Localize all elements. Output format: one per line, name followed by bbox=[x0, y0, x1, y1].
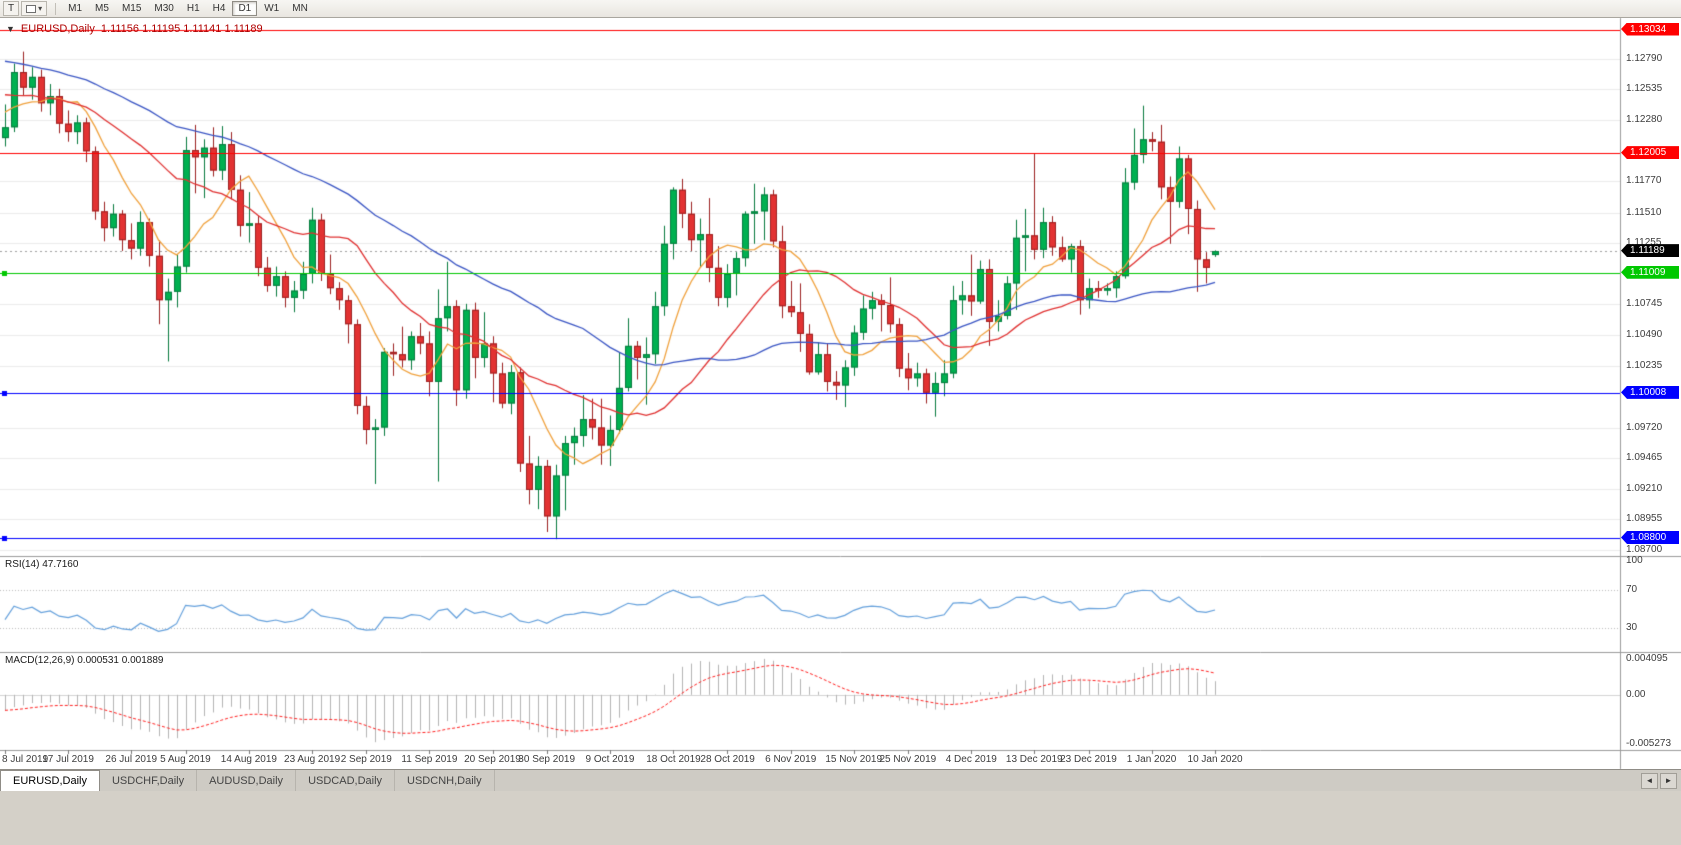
chart-symbol-label: EURUSD,Daily bbox=[20, 23, 95, 35]
toolbar-separator bbox=[55, 2, 57, 15]
text-tool-label: T bbox=[8, 3, 15, 14]
timeframe-h1[interactable]: H1 bbox=[186, 3, 200, 14]
symbol-tab-bar: EURUSD,Daily USDCHF,Daily AUDUSD,Daily USDC… bbox=[0, 769, 1681, 791]
chart-ohlc-values: 1.11156 1.11195 1.11141 1.11189 bbox=[100, 23, 263, 35]
tab-usdcnh-daily[interactable]: USDCNH,Daily bbox=[395, 770, 495, 791]
tab-scroll-controls: ◄ ► bbox=[1641, 770, 1681, 791]
tab-eurusd-daily[interactable]: EURUSD,Daily bbox=[0, 770, 100, 791]
tab-scroll-right-button[interactable]: ► bbox=[1660, 772, 1677, 789]
chart-objects-button[interactable]: ▾ bbox=[21, 1, 48, 16]
timeframe-m15[interactable]: M15 bbox=[121, 3, 142, 14]
timeframe-d1[interactable]: D1 bbox=[232, 1, 258, 16]
objects-icon bbox=[26, 4, 37, 13]
timeframe-m5[interactable]: M5 bbox=[95, 3, 109, 14]
tab-audusd-daily[interactable]: AUDUSD,Daily bbox=[197, 770, 297, 791]
timeframe-m30[interactable]: M30 bbox=[154, 3, 174, 14]
rsi-indicator-label: RSI(14) 47.7160 bbox=[5, 559, 79, 570]
chevron-down-icon: ▾ bbox=[38, 4, 43, 13]
timeframe-group: M1 M5 M15 M30 H1 H4 D1 W1 MN bbox=[62, 1, 315, 16]
toolbar: T ▾ M1 M5 M15 M30 H1 H4 D1 W1 MN bbox=[0, 0, 1681, 18]
tab-usdchf-daily[interactable]: USDCHF,Daily bbox=[100, 770, 198, 791]
chart-title: ▼ EURUSD,Daily 1.11156 1.11195 1.11141 1… bbox=[6, 23, 263, 35]
timeframe-w1[interactable]: W1 bbox=[264, 3, 280, 14]
tab-scroll-left-button[interactable]: ◄ bbox=[1641, 772, 1658, 789]
tab-usdcad-daily[interactable]: USDCAD,Daily bbox=[296, 770, 396, 791]
text-tool-button[interactable]: T bbox=[3, 1, 20, 16]
window-bottom-area bbox=[0, 791, 1681, 845]
timeframe-mn[interactable]: MN bbox=[292, 3, 308, 14]
timeframe-h4[interactable]: H4 bbox=[212, 3, 226, 14]
macd-indicator-label: MACD(12,26,9) 0.000531 0.001889 bbox=[5, 655, 164, 666]
timeframe-m1[interactable]: M1 bbox=[68, 3, 83, 14]
symbol-tab-list: EURUSD,Daily USDCHF,Daily AUDUSD,Daily USDC… bbox=[0, 770, 495, 791]
collapse-arrow-icon[interactable]: ▼ bbox=[6, 24, 15, 34]
